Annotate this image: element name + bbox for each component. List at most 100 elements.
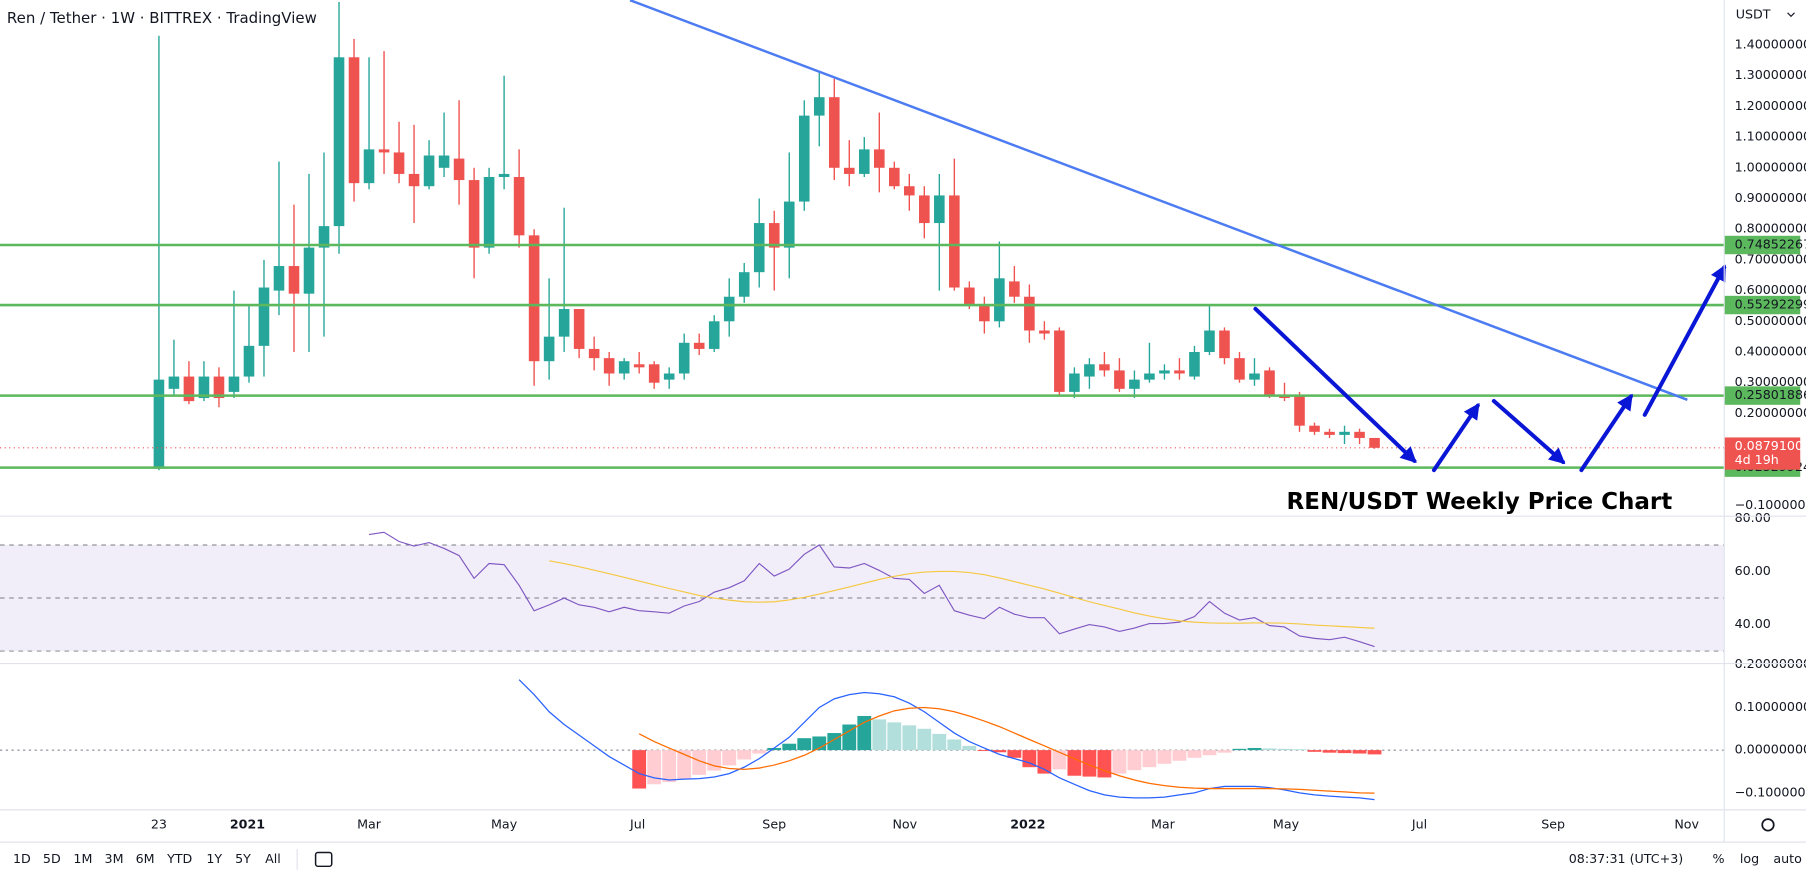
- x-tick-label: Mar: [1151, 816, 1176, 831]
- projection-arrows: [1253, 264, 1727, 473]
- macd-histogram-bar: [1127, 750, 1142, 771]
- macd-histogram-bar: [1007, 750, 1022, 758]
- x-tick-label: Mar: [357, 816, 382, 831]
- candle-body: [618, 361, 630, 374]
- macd-histogram-bar: [767, 747, 782, 751]
- y-tick-label: 1.40000000: [1735, 36, 1806, 51]
- clock: 08:37:31 (UTC+3): [1569, 851, 1684, 866]
- candle-body: [919, 195, 930, 224]
- y-tick-label: 0.30000000: [1735, 374, 1806, 389]
- macd-histogram-bar: [1097, 750, 1112, 778]
- dropdown-icon[interactable]: [1787, 12, 1795, 18]
- range-button[interactable]: YTD: [166, 851, 192, 866]
- macd-histogram-bar: [1322, 750, 1337, 753]
- candle-body: [258, 287, 270, 346]
- range-button[interactable]: 1M: [73, 851, 92, 866]
- candle-body: [1189, 351, 1200, 377]
- candle-body: [783, 201, 795, 248]
- candle-body: [1114, 370, 1125, 389]
- log-toggle[interactable]: log: [1740, 851, 1759, 866]
- candle-body: [1054, 330, 1065, 392]
- range-button[interactable]: 5D: [43, 851, 61, 866]
- last-price-bg: [1724, 437, 1801, 470]
- header-title: Ren / Tether · 1W · BITTREX · TradingVie…: [7, 9, 317, 27]
- macd-histogram-bar: [1292, 749, 1307, 751]
- y-tick-label: 0.10000000: [1735, 699, 1806, 714]
- level-label-bg: [1724, 235, 1801, 255]
- macd-histogram-bar: [1367, 750, 1382, 755]
- candle-body: [528, 235, 540, 362]
- range-button[interactable]: 1D: [13, 851, 31, 866]
- macd-histogram-bar: [797, 738, 812, 751]
- level-label: 0.25801886: [1735, 387, 1806, 402]
- y-tick-label: 1.00000000: [1735, 159, 1806, 174]
- y-tick-label: 0.40000000: [1735, 343, 1806, 358]
- candle-body: [213, 376, 225, 399]
- candle-body: [1204, 330, 1215, 352]
- macd-histogram-bar: [647, 750, 662, 785]
- macd-histogram-bar: [1082, 750, 1097, 777]
- candle-body: [198, 376, 210, 399]
- separators: [0, 0, 1806, 843]
- candle-body: [934, 195, 945, 224]
- macd-histogram-bar: [782, 743, 797, 751]
- macd-histogram-bar: [1202, 750, 1217, 756]
- candle-body: [603, 358, 615, 374]
- candle-body: [378, 149, 390, 153]
- currency[interactable]: USDT: [1736, 7, 1771, 22]
- candle-body: [543, 336, 555, 362]
- macd-histogram-bar: [1022, 750, 1037, 768]
- candle-body: [1039, 330, 1050, 334]
- candle-body: [858, 149, 870, 174]
- y-tick-label: 0.60000000: [1735, 282, 1806, 297]
- candle-body: [828, 97, 840, 168]
- candle-body: [1219, 330, 1230, 359]
- arrow: [1431, 402, 1480, 473]
- candle-body: [813, 97, 825, 116]
- x-tick-label: Sep: [762, 816, 786, 831]
- macd-histogram-bar: [977, 750, 992, 752]
- y-tick-label: 80.00: [1735, 510, 1771, 525]
- countdown: 4d 19h: [1735, 452, 1779, 467]
- candle-body: [1174, 370, 1185, 374]
- range-button[interactable]: 1Y: [206, 851, 222, 866]
- candle-body: [468, 180, 480, 248]
- range-button[interactable]: All: [265, 851, 281, 866]
- candle-body: [1249, 373, 1260, 380]
- candle-body: [1309, 425, 1320, 432]
- date-range-icon[interactable]: [314, 851, 333, 868]
- macd-histogram-bar: [1112, 750, 1127, 774]
- candle-body: [1324, 431, 1335, 435]
- range-button[interactable]: 6M: [136, 851, 155, 866]
- range-button[interactable]: 3M: [105, 851, 124, 866]
- candle-body: [663, 373, 675, 380]
- candle-body: [303, 247, 315, 294]
- y-tick-label: 0.20000000: [1735, 405, 1806, 420]
- macd-histogram-bar: [1337, 750, 1352, 754]
- candle-body: [1264, 370, 1275, 395]
- candle-body: [723, 296, 735, 322]
- macd-histogram-bar: [632, 750, 647, 789]
- candle-body: [573, 309, 585, 349]
- candle-body: [949, 195, 960, 288]
- macd-histogram-bar: [737, 750, 752, 760]
- candle-body: [1144, 373, 1155, 380]
- arrow: [1491, 398, 1566, 465]
- y-tick-label: 40.00: [1735, 616, 1771, 631]
- candle-body: [168, 376, 180, 389]
- y-tick-label: −0.10000000: [1735, 784, 1806, 799]
- auto-toggle[interactable]: auto: [1773, 851, 1802, 866]
- percent-toggle[interactable]: %: [1712, 851, 1724, 866]
- candle-body: [1369, 437, 1380, 448]
- candle-body: [363, 149, 375, 184]
- toolbar: 1D 5D 1M 3M 6M YTD 1Y 5Y All 08:37:31 (U…: [13, 849, 1802, 870]
- candle-body: [513, 177, 525, 236]
- macd-histogram-bar: [887, 722, 902, 751]
- macd-histogram-bar: [992, 750, 1007, 753]
- candle-body: [889, 167, 900, 187]
- range-button[interactable]: 5Y: [235, 851, 251, 866]
- x-tick-label: Sep: [1541, 816, 1565, 831]
- settings-icon[interactable]: [1761, 818, 1775, 832]
- macd-histogram-bar: [1247, 747, 1262, 751]
- candle-body: [1354, 431, 1365, 438]
